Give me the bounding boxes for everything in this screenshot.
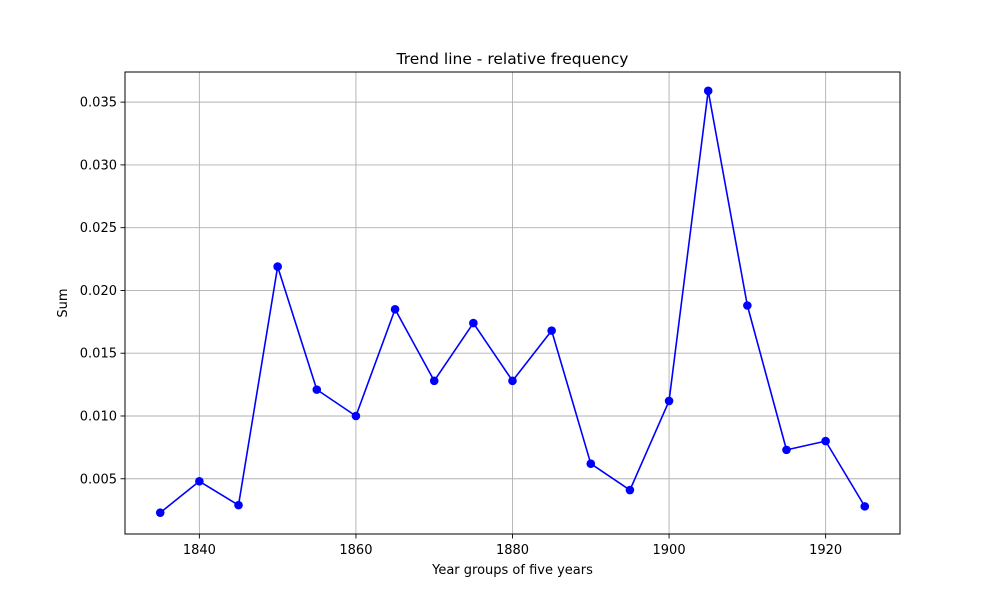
chart-title: Trend line - relative frequency — [396, 50, 629, 68]
axis-ticks: 1840 1860 1880 1900 1920 0.005 0.010 0.015 0.020… — [80, 96, 842, 558]
y-tick-label: 0.015 — [80, 347, 117, 362]
data-point — [703, 86, 713, 96]
data-point — [155, 508, 165, 517]
data-point — [821, 436, 830, 446]
y-tick-label: 0.010 — [80, 409, 117, 424]
y-tick-label: 0.030 — [80, 158, 117, 173]
y-tick-label: 0.035 — [80, 96, 117, 111]
y-axis-title: Sum — [56, 288, 71, 317]
data-point — [429, 376, 439, 386]
data-point — [195, 476, 204, 486]
data-point — [351, 411, 361, 421]
data-point — [586, 459, 596, 468]
x-tick-label: 1900 — [653, 543, 686, 558]
data-point — [234, 500, 243, 510]
data-point — [508, 376, 517, 386]
data-point — [743, 301, 752, 310]
x-axis-title: Year groups of five years — [431, 563, 593, 578]
data-point — [312, 385, 322, 394]
data-point — [664, 396, 674, 406]
y-tick-label: 0.025 — [80, 221, 117, 236]
data-point — [860, 502, 870, 511]
grid-lines — [125, 72, 900, 534]
data-point — [547, 326, 556, 335]
data-point — [273, 262, 282, 271]
data-series — [155, 86, 870, 517]
data-point — [782, 445, 791, 455]
x-tick-label: 1840 — [183, 543, 216, 558]
data-point — [469, 318, 478, 328]
x-tick-label: 1860 — [339, 543, 372, 558]
x-tick-label: 1920 — [809, 543, 842, 558]
y-tick-label: 0.005 — [80, 472, 117, 487]
x-tick-label: 1880 — [496, 543, 529, 558]
y-tick-label: 0.020 — [80, 284, 117, 299]
data-point — [390, 304, 400, 314]
data-point — [625, 485, 635, 495]
